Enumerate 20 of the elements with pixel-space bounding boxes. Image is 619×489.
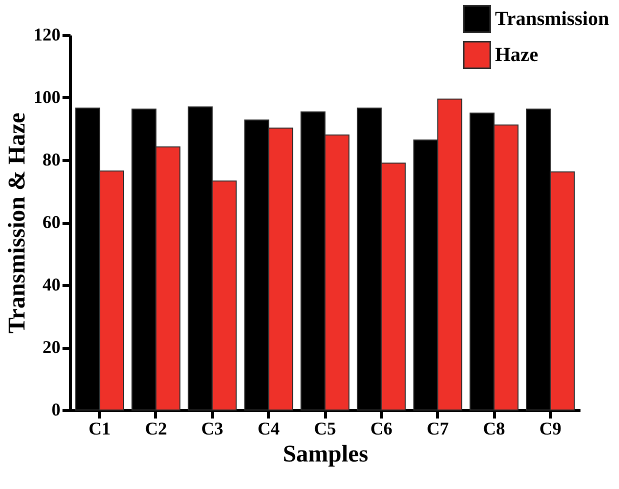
- y-tick-label: 40: [42, 274, 60, 294]
- y-tick-label: 100: [34, 87, 60, 107]
- y-tick-label: 60: [42, 212, 60, 232]
- x-tick-label: C2: [144, 418, 167, 438]
- x-tick-label: C3: [201, 418, 224, 438]
- y-tick-label: 120: [34, 24, 60, 44]
- legend-label: Haze: [495, 44, 538, 66]
- y-tick-label: 0: [52, 400, 60, 420]
- legend-label: Transmission: [495, 8, 610, 30]
- x-tick-label: C4: [258, 418, 280, 438]
- x-tick-label: C5: [314, 418, 336, 438]
- x-tick-label: C1: [88, 418, 111, 438]
- y-axis-title: Transmission & Haze: [4, 112, 30, 334]
- x-tick-label: C6: [370, 418, 392, 438]
- x-tick-label: C9: [539, 418, 562, 438]
- y-tick-label: 20: [42, 337, 60, 357]
- y-tick-label: 80: [42, 150, 60, 170]
- x-axis-title: Samples: [282, 442, 368, 468]
- x-tick-label: C8: [483, 418, 506, 438]
- x-tick-label: C7: [426, 418, 449, 438]
